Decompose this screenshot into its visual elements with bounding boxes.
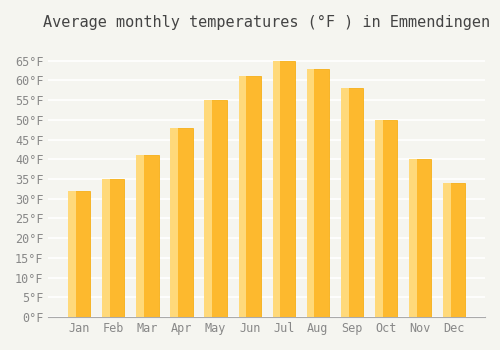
Bar [238, 76, 246, 317]
Bar [272, 61, 295, 317]
Bar [238, 76, 260, 317]
Bar [409, 159, 431, 317]
Bar [68, 191, 90, 317]
Bar [306, 69, 329, 317]
Bar [170, 128, 178, 317]
Bar [341, 88, 363, 317]
Bar [409, 159, 416, 317]
Bar [170, 128, 192, 317]
Bar [136, 155, 144, 317]
Bar [443, 183, 451, 317]
Bar [204, 100, 212, 317]
Bar [443, 183, 465, 317]
Bar [68, 191, 76, 317]
Bar [136, 155, 158, 317]
Bar [306, 69, 314, 317]
Bar [102, 179, 124, 317]
Title: Average monthly temperatures (°F ) in Emmendingen: Average monthly temperatures (°F ) in Em… [43, 15, 490, 30]
Bar [375, 120, 397, 317]
Bar [375, 120, 382, 317]
Bar [204, 100, 227, 317]
Bar [102, 179, 110, 317]
Bar [341, 88, 348, 317]
Bar [272, 61, 280, 317]
